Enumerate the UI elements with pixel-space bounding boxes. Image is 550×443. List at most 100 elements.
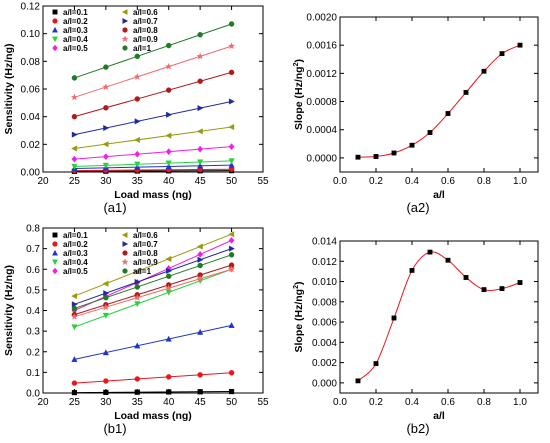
data-point — [102, 141, 109, 148]
legend-label: a/l=0.5 — [63, 44, 88, 53]
chart-panel-a2: 0.0 0.2 0.4 0.6 0.8 1.0 0.0000 0.0004 0.0008 0.00… — [293, 13, 539, 215]
data-point — [355, 154, 361, 160]
x-tick-label: 0.2 — [369, 397, 383, 408]
data-point — [196, 243, 203, 250]
fit-line — [74, 164, 232, 170]
fit-line — [74, 23, 232, 79]
series-a-l-0-9 — [70, 42, 236, 101]
legend-marker — [121, 232, 128, 238]
legend-marker — [122, 268, 128, 274]
series-a-l-0-2 — [71, 370, 235, 386]
data-point — [133, 293, 141, 301]
x-tick-label: 0.0 — [333, 397, 347, 408]
y-tick-label: 0.12 — [21, 2, 41, 13]
legend-label: a/l=0.1 — [63, 231, 88, 240]
x-tick-label: 0.6 — [441, 176, 455, 187]
series-slope — [355, 249, 523, 384]
y-tick-label: 0.000 — [312, 378, 337, 389]
data-point — [134, 389, 140, 395]
data-point — [71, 113, 78, 120]
y-tick-label: 0.7 — [26, 244, 40, 255]
legend-marker — [122, 241, 129, 247]
legend-marker — [52, 9, 58, 15]
chart-panel-a1: 20 25 30 35 40 45 50 55 0.00 0.02 0.04 0.06 0.08 0.10… — [3, 2, 269, 216]
series-a-l-0-6 — [71, 123, 235, 152]
series-a-l-0-3 — [71, 161, 235, 172]
data-point — [445, 111, 451, 116]
data-point — [228, 69, 235, 76]
legend: a/l=0.1a/l=0.2a/l=0.3a/l=0.4a/l=0.5 a/l=0… — [52, 231, 158, 276]
data-point — [70, 93, 79, 101]
x-tick-label: 0.8 — [477, 176, 491, 187]
y-axis-label: Slope (Hz/ng2) — [293, 282, 305, 353]
legend-label: a/l=0.7 — [133, 240, 158, 249]
x-tick-label: 1.0 — [513, 176, 527, 187]
data-point — [228, 123, 235, 131]
y-tick-label: 0.3 — [26, 327, 40, 338]
fit-line — [74, 126, 232, 149]
data-point — [102, 162, 109, 169]
data-point — [134, 53, 141, 60]
legend: a/l=0.1a/l=0.2a/l=0.3a/l=0.4a/l=0.5 a/l=0… — [52, 8, 158, 53]
data-point — [228, 158, 235, 165]
data-point — [391, 315, 397, 321]
data-point — [134, 118, 141, 125]
y-tick-label: 0.06 — [21, 85, 41, 96]
data-point — [103, 378, 109, 384]
data-point — [197, 78, 203, 84]
legend-marker — [52, 249, 58, 256]
data-point — [228, 370, 235, 376]
data-point — [103, 294, 109, 301]
x-tick-label: 25 — [69, 176, 81, 187]
legend-marker — [52, 267, 58, 275]
series-a-l-0-8 — [71, 69, 235, 120]
data-point — [197, 262, 203, 269]
fit-line — [74, 324, 232, 360]
legend-marker — [121, 9, 128, 15]
data-point — [166, 267, 173, 274]
data-point — [165, 42, 172, 49]
y-tick-label: 0.012 — [312, 257, 337, 268]
y-tick-label: 0.004 — [312, 338, 337, 349]
x-tick-label: 50 — [226, 176, 238, 187]
y-axis-label: Sensitivity (Hz/ng) — [3, 43, 15, 134]
y-tick-label: 0.02 — [21, 140, 41, 151]
panel-caption: (a2) — [406, 200, 429, 215]
x-tick-label: 0.2 — [369, 176, 383, 187]
x-tick-label: 55 — [257, 397, 269, 408]
y-tick-label: 0.008 — [312, 297, 337, 308]
legend-label: a/l=0.6 — [133, 8, 158, 17]
data-point — [103, 105, 109, 111]
data-point — [165, 335, 172, 342]
data-point — [373, 154, 379, 159]
legend-marker — [122, 250, 128, 256]
data-point — [228, 322, 235, 328]
data-point — [134, 96, 141, 102]
data-point — [197, 104, 204, 112]
series-a-l-0-6 — [71, 231, 235, 300]
fit-line — [74, 391, 232, 394]
data-point — [517, 280, 523, 285]
data-point — [165, 374, 172, 380]
data-point — [228, 388, 235, 395]
x-tick-label: 30 — [100, 176, 112, 187]
data-point — [133, 136, 140, 143]
data-point — [197, 162, 204, 169]
x-tick-label: 20 — [37, 176, 49, 187]
legend-label: a/l=0.7 — [133, 17, 158, 26]
legend-marker — [52, 232, 58, 238]
data-point — [71, 356, 78, 362]
series-a-l-0-7 — [71, 98, 235, 138]
x-tick-label: 25 — [69, 397, 81, 408]
x-tick-label: 40 — [163, 176, 175, 187]
legend-marker — [52, 18, 58, 24]
data-point — [196, 128, 203, 135]
legend-label: a/l=0.9 — [133, 258, 158, 267]
fit-line — [74, 372, 232, 384]
data-point — [517, 42, 523, 48]
data-point — [228, 143, 235, 151]
data-point — [71, 145, 78, 152]
series-slope — [355, 42, 523, 160]
y-tick-label: 0.4 — [26, 306, 40, 317]
legend-label: a/l=0.8 — [133, 249, 158, 258]
